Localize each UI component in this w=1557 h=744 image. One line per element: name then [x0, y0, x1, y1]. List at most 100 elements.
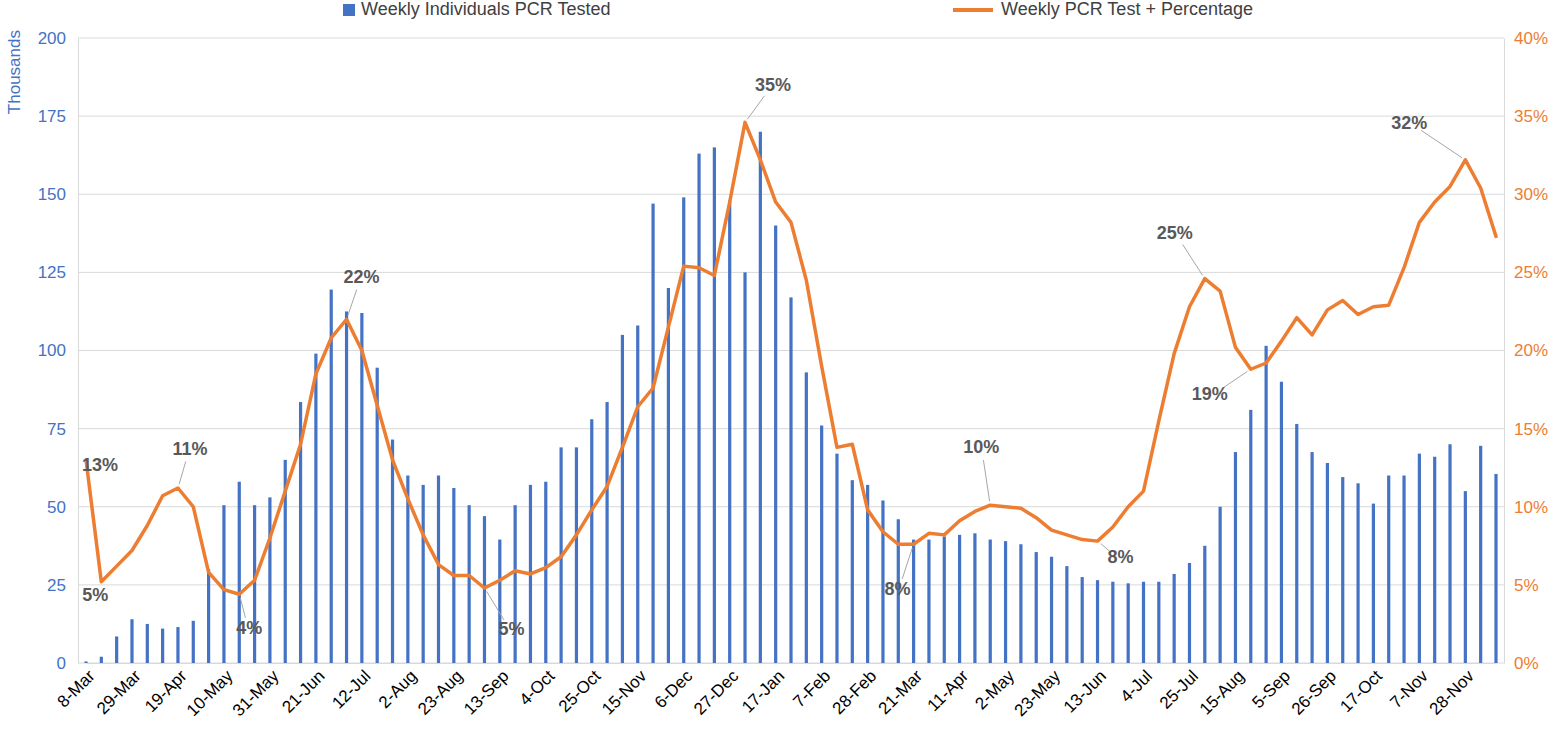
tick-label: 100	[38, 341, 66, 360]
tick-label: 35%	[1514, 107, 1548, 126]
bar	[789, 297, 792, 663]
tick: 28-Feb	[829, 663, 881, 718]
tick: 23-May	[1011, 663, 1065, 720]
tick-label: 175	[38, 107, 66, 126]
bar	[1050, 557, 1053, 663]
axis-title: Thousands	[5, 30, 24, 114]
tick: 150	[38, 185, 78, 204]
tick: 27-Dec	[690, 663, 743, 719]
tick-label: 13-Sep	[460, 666, 512, 718]
chart: 02550751001251501752000%5%10%15%20%25%30…	[0, 0, 1557, 744]
bar	[514, 505, 517, 663]
tick: 10-May	[183, 663, 237, 720]
bar	[1494, 474, 1497, 663]
bar	[1019, 544, 1022, 663]
tick: 15%	[1504, 420, 1548, 439]
tick: 17-Jan	[738, 663, 788, 717]
bar	[1372, 504, 1375, 663]
bar	[268, 497, 271, 663]
tick-label: 28-Nov	[1426, 666, 1479, 719]
bar	[1035, 552, 1038, 663]
tick: 4-Oct	[516, 663, 559, 709]
data-label: 11%	[172, 439, 207, 459]
bar	[253, 505, 256, 663]
data-label: 32%	[1391, 113, 1427, 133]
tick: 21-Jun	[278, 663, 328, 717]
bar	[544, 482, 547, 663]
tick-label: 15%	[1514, 420, 1548, 439]
bar	[605, 402, 608, 663]
leader-line	[240, 598, 245, 618]
tick: 23-Aug	[414, 663, 466, 719]
tick-label: 15-Aug	[1196, 666, 1248, 718]
tick: 200	[38, 29, 78, 48]
tick-label: 25	[47, 576, 66, 595]
bar	[651, 204, 654, 663]
bar	[1096, 580, 1099, 663]
bar	[1448, 444, 1451, 663]
leader-line	[1421, 130, 1462, 157]
bar	[1249, 410, 1252, 663]
bar	[743, 272, 746, 663]
bar	[84, 661, 87, 663]
bar	[774, 226, 777, 664]
bar	[820, 426, 823, 664]
tick-label: 23-Aug	[414, 666, 466, 718]
bar	[851, 480, 854, 663]
data-label: 10%	[963, 437, 999, 457]
tick: 30%	[1504, 185, 1548, 204]
tick: 35%	[1504, 107, 1548, 126]
bar	[1203, 546, 1206, 663]
bar	[1479, 446, 1482, 663]
axis-line	[87, 663, 1497, 664]
leader-line	[983, 460, 989, 501]
grid-line	[78, 38, 1504, 39]
tick-label: 17-Jan	[738, 666, 788, 716]
bar	[697, 154, 700, 663]
tick-label: 30%	[1514, 185, 1548, 204]
bar	[1326, 463, 1329, 663]
tick: 75	[47, 420, 78, 439]
bar	[314, 354, 317, 663]
bar	[207, 569, 210, 663]
plot-area	[84, 122, 1497, 663]
bar	[1065, 566, 1068, 663]
bar	[943, 536, 946, 663]
bar	[1464, 491, 1467, 663]
tick: 12-Jul	[328, 663, 374, 713]
tick-label: 10-May	[183, 666, 237, 720]
bar	[130, 619, 133, 663]
tick-label: 26-Sep	[1288, 666, 1340, 718]
tick-label: 75	[47, 420, 66, 439]
leader-line	[487, 591, 504, 620]
bar	[146, 624, 149, 663]
bar	[1295, 424, 1298, 663]
tick-label: 28-Feb	[829, 666, 881, 718]
tick: 29-Mar	[93, 663, 145, 718]
tick-label: 4-Oct	[516, 666, 559, 709]
tick: 8-Mar	[54, 663, 99, 711]
bar	[713, 147, 716, 663]
tick: 13-Sep	[460, 663, 512, 719]
tick-label: 19-Apr	[141, 666, 191, 716]
tick: 28-Nov	[1426, 663, 1479, 719]
bar	[1265, 346, 1268, 663]
tick: 5%	[1504, 576, 1539, 595]
tick: 25	[47, 576, 78, 595]
legend-swatch	[953, 8, 993, 12]
data-label: 35%	[755, 75, 791, 95]
tick: 100	[38, 341, 78, 360]
y2-axis: 0%5%10%15%20%25%30%35%40%	[1504, 29, 1548, 673]
bar	[1127, 583, 1130, 663]
bar	[1418, 454, 1421, 663]
data-label: 5%	[82, 585, 108, 605]
bar	[1081, 577, 1084, 663]
bar	[1341, 477, 1344, 663]
bar	[667, 288, 670, 663]
tick: 17-Oct	[1336, 663, 1386, 716]
bar	[100, 657, 103, 663]
bar	[330, 290, 333, 663]
tick: 40%	[1504, 29, 1548, 48]
bar	[927, 540, 930, 663]
leader-line	[348, 290, 357, 316]
